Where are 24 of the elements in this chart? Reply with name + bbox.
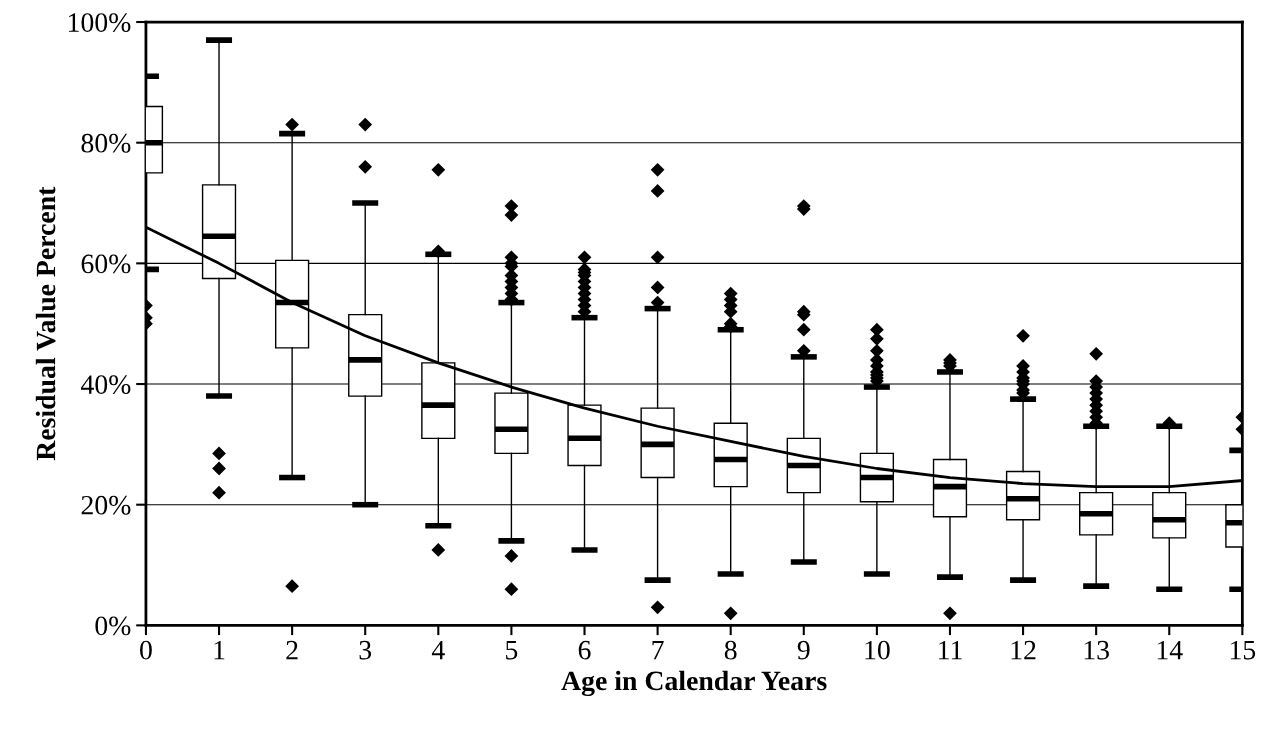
y-axis-title: Residual Value Percent [35, 186, 56, 461]
x-tick-label: 9 [797, 640, 810, 660]
x-tick-label: 11 [939, 640, 962, 660]
y-tick-label: 100% [68, 13, 131, 33]
y-tick-label: 20% [81, 495, 131, 515]
x-tick-label: 1 [214, 640, 225, 660]
y-tick-label: 40% [80, 375, 131, 395]
x-tick-label: 10 [865, 640, 890, 660]
x-tick-label: 3 [359, 640, 372, 660]
x-tick-label: 13 [1084, 640, 1109, 660]
y-tick-label: 80% [81, 133, 131, 153]
x-tick-label: 0 [140, 640, 152, 660]
x-tick-label: 12 [1011, 640, 1036, 660]
x-tick-label: 14 [1157, 640, 1183, 660]
x-tick-label: 5 [506, 641, 518, 660]
x-tick-label: 6 [578, 640, 591, 660]
x-tick-label: 2 [286, 640, 298, 660]
x-tick-label: 7 [652, 641, 664, 660]
x-tick-label: 4 [431, 640, 445, 660]
x-tick-label: 15 [1230, 640, 1256, 660]
y-tick-label: 60% [81, 254, 131, 274]
x-tick-label: 8 [724, 640, 737, 660]
y-tick-label: 0% [95, 616, 131, 636]
x-axis-title: Age in Calendar Years [561, 670, 827, 697]
